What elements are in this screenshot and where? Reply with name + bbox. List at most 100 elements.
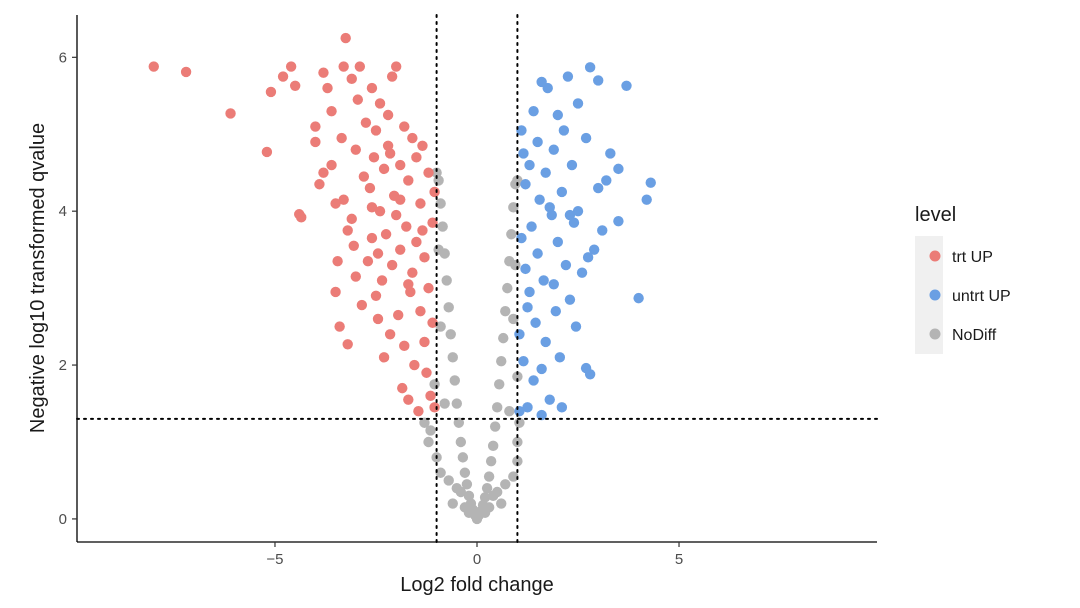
point-trt-up-14 bbox=[318, 67, 329, 78]
point-nodiff-48 bbox=[512, 456, 523, 467]
point-nodiff-13 bbox=[457, 452, 469, 463]
point-untrt-up-10 bbox=[588, 244, 600, 255]
point-untrt-up-60 bbox=[613, 163, 624, 175]
point-nodiff-34 bbox=[506, 229, 517, 240]
point-nodiff-15 bbox=[455, 436, 467, 448]
legend-title: level bbox=[915, 204, 956, 226]
point-untrt-up-50 bbox=[520, 263, 531, 275]
point-nodiff-10 bbox=[481, 482, 493, 494]
points-layer bbox=[148, 32, 656, 525]
point-trt-up-57 bbox=[390, 209, 402, 221]
point-trt-up-85 bbox=[427, 317, 438, 328]
point-trt-up-82 bbox=[423, 282, 434, 294]
point-untrt-up-53 bbox=[516, 232, 527, 244]
point-trt-up-16 bbox=[326, 159, 337, 171]
legend-key-trt-up bbox=[929, 250, 941, 262]
point-trt-up-17 bbox=[326, 105, 337, 117]
point-nodiff-43 bbox=[443, 475, 454, 486]
point-untrt-up-52 bbox=[516, 125, 527, 136]
point-nodiff-23 bbox=[447, 352, 458, 363]
point-trt-up-29 bbox=[348, 240, 359, 251]
point-untrt-up-0 bbox=[645, 177, 656, 188]
point-trt-up-81 bbox=[423, 167, 434, 178]
point-untrt-up-62 bbox=[536, 363, 547, 375]
point-nodiff-56 bbox=[504, 406, 515, 417]
point-nodiff-66 bbox=[479, 507, 491, 518]
point-untrt-up-4 bbox=[613, 215, 624, 227]
point-trt-up-71 bbox=[409, 359, 420, 371]
point-nodiff-21 bbox=[449, 375, 460, 386]
point-trt-up-22 bbox=[336, 132, 347, 144]
point-trt-up-4 bbox=[265, 86, 277, 98]
point-untrt-up-30 bbox=[548, 144, 559, 155]
point-trt-up-1 bbox=[180, 66, 192, 78]
x-tick-label-2: 5 bbox=[675, 551, 683, 568]
point-trt-up-62 bbox=[397, 382, 408, 394]
point-untrt-up-15 bbox=[576, 267, 588, 278]
point-trt-up-6 bbox=[285, 61, 297, 72]
point-nodiff-57 bbox=[435, 321, 446, 332]
x-axis-title: Log2 fold change bbox=[400, 574, 553, 596]
point-nodiff-69 bbox=[425, 425, 436, 436]
point-trt-up-9 bbox=[296, 212, 307, 223]
point-trt-up-28 bbox=[346, 73, 357, 85]
x-tick-label-0: −5 bbox=[266, 551, 283, 568]
point-untrt-up-48 bbox=[522, 402, 533, 413]
point-trt-up-34 bbox=[356, 299, 368, 311]
point-trt-up-32 bbox=[352, 94, 364, 105]
point-untrt-up-44 bbox=[528, 375, 539, 386]
point-trt-up-39 bbox=[366, 82, 378, 94]
point-trt-up-48 bbox=[378, 163, 390, 175]
point-trt-up-64 bbox=[399, 340, 410, 352]
point-nodiff-49 bbox=[423, 436, 434, 448]
point-trt-up-42 bbox=[370, 125, 382, 136]
point-nodiff-20 bbox=[492, 402, 503, 413]
point-trt-up-33 bbox=[354, 61, 366, 72]
point-nodiff-64 bbox=[487, 490, 499, 502]
point-untrt-up-41 bbox=[532, 136, 543, 148]
x-ticks: −5 0 5 bbox=[266, 542, 683, 568]
point-untrt-up-45 bbox=[526, 221, 537, 232]
legend-key-untrt-up bbox=[929, 289, 941, 301]
point-trt-up-70 bbox=[407, 267, 418, 278]
point-trt-up-20 bbox=[332, 255, 343, 267]
point-trt-up-75 bbox=[415, 198, 426, 209]
point-nodiff-63 bbox=[455, 486, 467, 498]
point-untrt-up-37 bbox=[536, 76, 547, 88]
point-trt-up-84 bbox=[427, 217, 438, 228]
point-untrt-up-54 bbox=[514, 329, 525, 340]
point-trt-up-41 bbox=[368, 152, 380, 163]
point-nodiff-44 bbox=[500, 479, 511, 490]
point-trt-up-91 bbox=[395, 194, 406, 205]
point-nodiff-27 bbox=[443, 302, 454, 313]
point-nodiff-33 bbox=[437, 221, 448, 232]
x-tick-label-1: 0 bbox=[473, 551, 481, 568]
point-trt-up-0 bbox=[148, 61, 159, 72]
point-nodiff-67 bbox=[429, 379, 440, 390]
point-untrt-up-1 bbox=[641, 194, 652, 205]
point-trt-up-50 bbox=[380, 229, 392, 240]
point-trt-up-23 bbox=[338, 61, 349, 72]
point-untrt-up-42 bbox=[530, 317, 541, 328]
point-nodiff-18 bbox=[489, 421, 501, 432]
point-untrt-up-6 bbox=[601, 175, 612, 186]
point-untrt-up-47 bbox=[524, 286, 535, 298]
point-nodiff-19 bbox=[451, 398, 462, 409]
point-untrt-up-24 bbox=[558, 125, 570, 136]
point-untrt-up-59 bbox=[522, 302, 533, 313]
point-untrt-up-29 bbox=[550, 306, 561, 317]
point-nodiff-53 bbox=[447, 498, 458, 509]
y-ticks: 0 2 4 6 bbox=[59, 49, 77, 528]
point-trt-up-69 bbox=[407, 132, 418, 144]
point-nodiff-26 bbox=[498, 332, 509, 344]
point-untrt-up-9 bbox=[593, 182, 604, 194]
point-trt-up-83 bbox=[425, 390, 436, 402]
point-untrt-up-14 bbox=[580, 132, 592, 144]
point-untrt-up-20 bbox=[566, 159, 578, 171]
point-trt-up-5 bbox=[277, 71, 289, 82]
point-nodiff-30 bbox=[502, 282, 513, 294]
point-trt-up-54 bbox=[386, 259, 398, 271]
point-nodiff-45 bbox=[435, 467, 446, 478]
point-untrt-up-22 bbox=[562, 71, 574, 82]
